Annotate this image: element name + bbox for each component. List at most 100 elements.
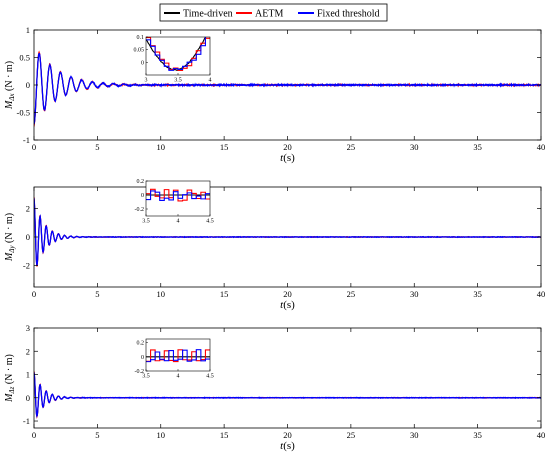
x-tick-label: 15 (220, 142, 229, 152)
y-axis-unit: (N · m) (4, 213, 15, 246)
y-axis-subscript: Δz (8, 386, 16, 394)
y-tick-label: 0 (26, 393, 30, 403)
inset-series-fixed-threshold (146, 349, 210, 363)
y-axis-subscript: Δy (8, 245, 16, 254)
inset-y-tick-label: 0 (141, 193, 144, 199)
y-tick-label: -1 (23, 416, 30, 426)
x-axis-label: t(s) (280, 152, 295, 164)
inset-plot: 3.5 4 4.5 -0.2 0 0.2 (135, 338, 214, 380)
x-tick-label: 10 (157, 289, 166, 299)
inset-y-tick-label: 0.1 (137, 35, 145, 41)
y-tick-label: 1 (26, 370, 30, 380)
y-axis-var: M (4, 100, 15, 110)
y-axis-unit: (N · m) (4, 61, 15, 94)
inset-x-tick-label: 3.5 (142, 374, 150, 380)
plot-area (34, 328, 541, 428)
y-tick-label: 2 (26, 346, 30, 356)
inset-series (146, 349, 210, 363)
inset-x-tick-label: 4.5 (206, 374, 214, 380)
y-tick-label: 0.5 (19, 53, 30, 63)
x-tick-label: 0 (32, 289, 36, 299)
x-tick-label: 40 (537, 142, 546, 152)
x-axis-var: t (280, 152, 284, 164)
inset-x-tick-label: 4 (209, 78, 212, 84)
series-fixed-threshold (34, 198, 541, 266)
x-axis-var: t (280, 440, 284, 452)
inset-x-tick-label: 4 (177, 219, 180, 225)
y-tick-label: 2 (26, 203, 30, 213)
inset-y-tick-label: -0.2 (135, 207, 145, 213)
x-tick-label: 30 (410, 142, 419, 152)
inset-x-tick-label: 4.5 (206, 219, 214, 225)
x-tick-label: 20 (283, 142, 292, 152)
y-tick-label: 0 (26, 80, 30, 90)
y-axis-label: MΔx (N · m) (4, 61, 16, 110)
x-axis-label: t(s) (280, 440, 295, 452)
x-tick-label: 20 (283, 289, 292, 299)
x-tick-label: 30 (410, 289, 419, 299)
series-group (34, 371, 541, 419)
legend-label: Time-driven (183, 9, 233, 20)
x-tick-label: 15 (220, 289, 229, 299)
x-tick-label: 40 (537, 430, 546, 440)
x-tick-label: 25 (347, 289, 356, 299)
inset-plot: 3.5 4 4.5 -0.2 0 0.2 (135, 179, 214, 225)
inset-y-tick-label: 0 (141, 355, 144, 361)
x-tick-label: 5 (95, 142, 99, 152)
series-fixed-threshold (34, 372, 541, 418)
y-axis-var: M (4, 393, 15, 403)
x-tick-label: 35 (473, 430, 482, 440)
y-axis-var: M (4, 252, 15, 262)
inset-x-tick-label: 3.5 (142, 219, 150, 225)
x-tick-label: 30 (410, 430, 419, 440)
inset-y-tick-label: -0.2 (135, 369, 145, 375)
inset-series (146, 37, 210, 72)
legend-item: AETM (236, 9, 283, 20)
x-tick-label: 0 (32, 142, 36, 152)
x-tick-label: 15 (220, 430, 229, 440)
inset-series-aetm (146, 349, 210, 363)
inset-plot: 3 3.5 4 0 0.05 0.1 (134, 35, 212, 84)
x-tick-label: 10 (157, 142, 166, 152)
inset-series (146, 188, 210, 202)
legend-label: Fixed threshold (317, 9, 380, 20)
y-tick-label: -0.5 (17, 108, 30, 118)
y-axis-subscript: Δx (8, 93, 16, 102)
series-fixed-threshold (34, 52, 541, 125)
x-tick-label: 35 (473, 289, 482, 299)
inset-x-tick-label: 3 (145, 78, 148, 84)
inset-series-fixed-threshold (146, 190, 210, 201)
x-tick-label: 25 (347, 142, 356, 152)
y-axis-label: MΔz (N · m) (4, 354, 16, 403)
legend-box (159, 3, 388, 22)
x-tick-label: 40 (537, 289, 546, 299)
inset-y-tick-label: 0 (141, 60, 144, 66)
inset-y-tick-label: 0.05 (134, 48, 145, 54)
y-tick-label: 3 (26, 323, 30, 333)
x-tick-label: 10 (157, 430, 166, 440)
legend: Time-driven AETM Fixed threshold (159, 3, 388, 22)
y-tick-label: -1 (23, 135, 30, 145)
x-axis-var: t (280, 299, 284, 311)
y-axis-label: MΔy (N · m) (4, 213, 16, 262)
inset-x-tick-label: 3.5 (174, 78, 182, 84)
y-tick-label: -2 (23, 261, 30, 271)
y-tick-label: 0 (26, 232, 30, 242)
legend-item: Fixed threshold (298, 9, 380, 20)
inset-series-fixed-threshold (146, 37, 206, 71)
x-tick-label: 5 (95, 289, 99, 299)
inset-y-tick-label: 0.2 (137, 179, 145, 185)
x-tick-label: 25 (347, 430, 356, 440)
x-tick-label: 0 (32, 430, 36, 440)
subplot-2: 0 5 10 15 20 25 30 35 40 -2 0 2 t(s) MΔy (N · m) 3.5 4 4… (4, 179, 545, 311)
x-tick-label: 20 (283, 430, 292, 440)
panels: 0 5 10 15 20 25 30 35 40-1-0.500.51t(s)MΔx (N · … (4, 25, 545, 452)
y-axis-unit: (N · m) (4, 354, 15, 387)
series-group (34, 196, 541, 267)
x-axis-label: t(s) (280, 299, 295, 311)
y-tick-label: 1 (26, 25, 30, 35)
subplot-1: 0 5 10 15 20 25 30 35 40-1-0.500.51t(s)MΔx (N · … (4, 25, 545, 164)
x-axis-unit: (s) (283, 440, 295, 452)
